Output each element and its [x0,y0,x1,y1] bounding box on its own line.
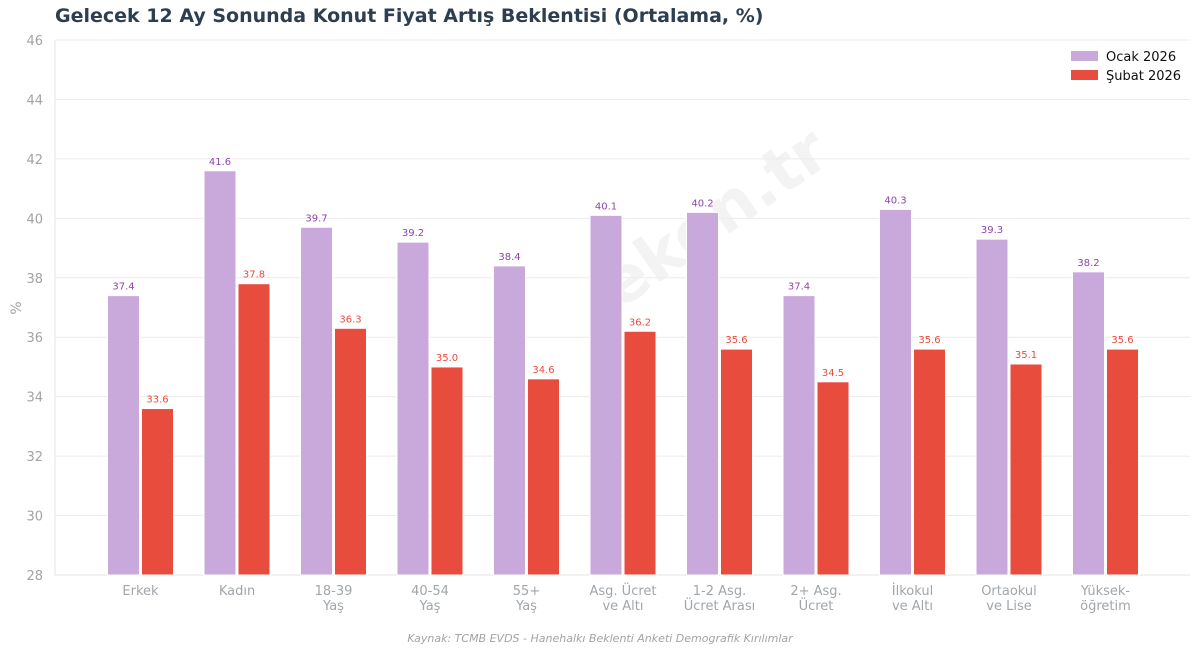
y-tick-label: 36 [26,331,43,346]
data-label: 35.1 [1015,350,1037,361]
bar [527,378,560,576]
y-tick-label: 32 [26,450,43,465]
data-label: 39.2 [402,228,424,239]
bar [782,295,816,576]
x-tick-label: 1-2 Asg. Ücret Arası [684,584,756,614]
bar [816,381,850,576]
data-label: 34.5 [822,368,844,379]
x-tick-label: Kadın [219,584,255,599]
bar [493,265,526,576]
bar [1106,348,1139,576]
y-tick-label: 46 [26,34,43,49]
chart-title: Gelecek 12 Ay Sonunda Konut Fiyat Artış … [55,5,764,27]
data-label: 40.1 [595,201,617,212]
data-label: 35.6 [1111,335,1133,346]
x-tick-label: İlkokul ve Altı [892,583,933,614]
data-label: 37.8 [243,270,265,281]
data-label: 38.2 [1077,258,1099,269]
x-tick-label: 55+ Yaş [513,584,540,614]
data-label: 39.7 [305,213,327,224]
y-tick-label: 40 [26,212,43,227]
x-axis-ticks: Erkek Kadın 18-39 Yaş 40-54 Yaş 55+ Yaş Asg. Ücr… [122,582,1130,614]
x-tick-label: Ortaokul ve Lise [981,584,1037,614]
bar [300,226,333,576]
bar [107,295,140,576]
bar [879,208,912,576]
data-label: 36.3 [339,314,361,325]
data-label: 40.3 [884,195,906,206]
bar [1072,271,1105,576]
x-tick-label: Yüksek-öğretim [1080,584,1131,614]
bar [720,348,753,576]
data-label: 39.3 [981,225,1003,236]
data-label: 37.4 [788,282,810,293]
y-tick-label: 42 [26,153,43,168]
y-tick-label: 38 [26,272,43,287]
data-label: 40.2 [691,198,713,209]
bar [623,330,657,576]
bar [141,408,174,576]
data-label: 36.2 [629,317,651,328]
bar [203,170,237,576]
bar [686,211,719,576]
bar [589,214,623,576]
y-tick-label: 44 [26,93,43,108]
legend-label: Şubat 2026 [1106,69,1181,84]
legend-label: Ocak 2026 [1106,50,1176,65]
y-tick-label: 34 [26,391,43,406]
data-label: 35.6 [918,335,940,346]
legend-swatch [1071,51,1098,61]
legend: Ocak 2026 Şubat 2026 [1071,50,1181,84]
legend-swatch [1071,70,1098,80]
data-label: 38.4 [498,252,520,263]
y-axis-label: % [9,301,25,314]
bar [334,327,367,576]
bar [237,283,271,576]
data-labels: 37.4 33.6 41.6 37.8 39.7 36.3 39.2 35.0 38.4 34.6… [112,157,1133,406]
bars [107,170,1139,576]
y-tick-label: 28 [26,569,43,584]
data-label: 35.6 [725,335,747,346]
source-note: Kaynak: TCMB EVDS - Hanehalkı Beklenti A… [407,632,794,645]
x-tick-label: Asg. Ücret ve Altı [590,582,657,614]
x-tick-label: 18-39 Yaş [315,584,353,614]
x-tick-label: 2+ Asg. Ücret [790,584,841,614]
data-label: 41.6 [209,157,231,168]
bar [396,241,430,576]
x-tick-label: Erkek [122,584,159,599]
y-tick-label: 30 [26,510,43,525]
data-label: 37.4 [112,282,134,293]
bar [1009,363,1043,576]
bar [975,238,1009,576]
x-tick-label: 40-54 Yaş [411,584,449,614]
data-label: 33.6 [146,395,168,406]
bar [430,366,464,576]
data-label: 34.6 [532,365,554,376]
bar [913,348,946,576]
data-label: 35.0 [436,353,458,364]
y-axis-ticks: 28 30 32 34 36 38 40 42 44 46 [26,34,43,584]
